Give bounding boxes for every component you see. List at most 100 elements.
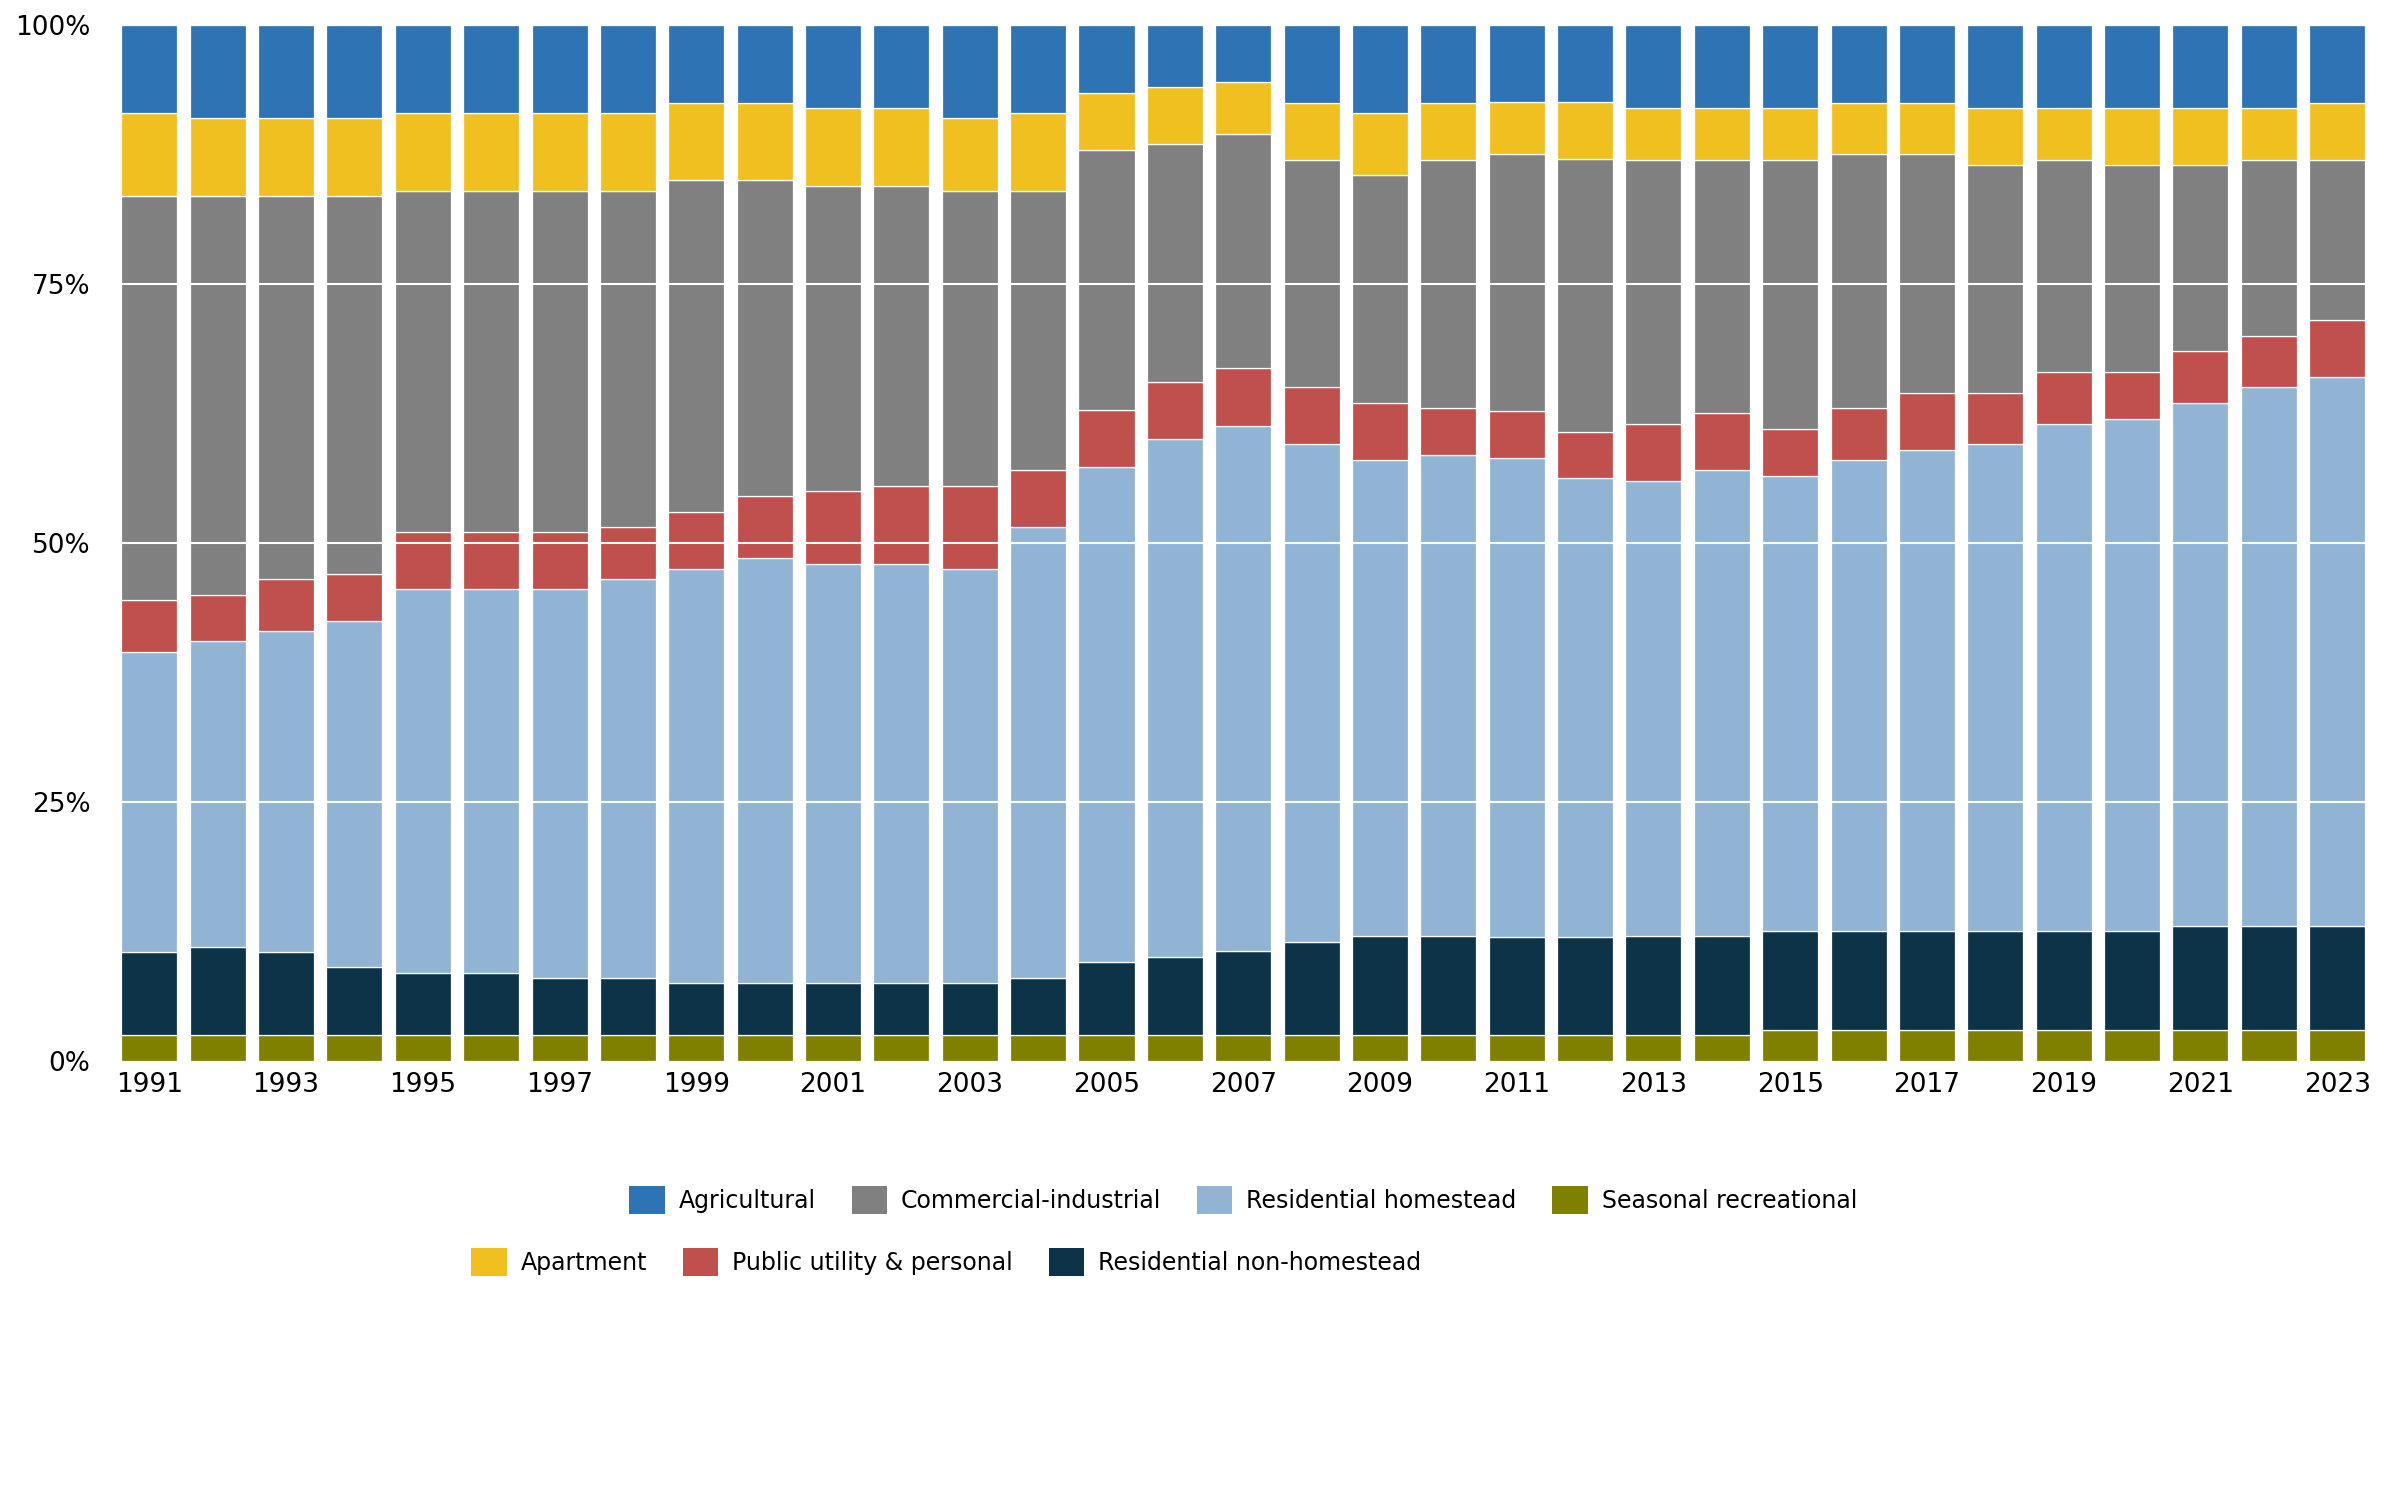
Bar (1351, 936, 1409, 1035)
Bar (259, 196, 314, 579)
Bar (1078, 26, 1135, 93)
Bar (2309, 320, 2364, 376)
Bar (1831, 1029, 1886, 1060)
Bar (941, 982, 998, 1035)
Bar (1488, 411, 1546, 458)
Bar (122, 196, 178, 600)
Bar (2035, 159, 2093, 372)
Bar (1351, 112, 1409, 176)
Bar (941, 26, 998, 118)
Bar (1831, 26, 1886, 102)
Bar (1214, 82, 1272, 135)
Bar (874, 486, 929, 564)
Bar (2309, 376, 2364, 926)
Bar (394, 972, 451, 1035)
Bar (1214, 1035, 1272, 1060)
Bar (667, 982, 725, 1035)
Bar (600, 112, 655, 190)
Bar (190, 26, 245, 118)
Bar (804, 490, 862, 564)
Bar (1898, 102, 1956, 154)
Bar (259, 1035, 314, 1060)
Bar (326, 968, 382, 1035)
Bar (394, 532, 451, 590)
Bar (1625, 423, 1682, 480)
Bar (941, 190, 998, 486)
Bar (600, 978, 655, 1035)
Bar (1558, 26, 1613, 102)
Bar (1625, 159, 1682, 423)
Bar (1968, 1029, 2023, 1060)
Bar (530, 532, 588, 590)
Bar (1968, 444, 2023, 932)
Bar (259, 632, 314, 952)
Bar (874, 26, 929, 108)
Bar (259, 26, 314, 118)
Bar (874, 564, 929, 982)
Bar (1558, 102, 1613, 159)
Bar (326, 621, 382, 968)
Bar (1010, 978, 1066, 1035)
Bar (600, 528, 655, 579)
Bar (2035, 372, 2093, 423)
Bar (530, 590, 588, 978)
Bar (530, 190, 588, 532)
Bar (667, 102, 725, 180)
Bar (600, 26, 655, 112)
Bar (600, 1035, 655, 1060)
Bar (1694, 414, 1750, 471)
Bar (1488, 938, 1546, 1035)
Bar (1421, 936, 1476, 1035)
Bar (2172, 351, 2230, 404)
Bar (1831, 460, 1886, 932)
Bar (326, 118, 382, 196)
Bar (600, 579, 655, 978)
Bar (2105, 419, 2160, 932)
Bar (1147, 957, 1202, 1035)
Bar (1625, 480, 1682, 936)
Bar (1625, 26, 1682, 108)
Bar (1078, 410, 1135, 468)
Bar (1558, 478, 1613, 938)
Bar (1214, 26, 1272, 82)
Bar (122, 26, 178, 112)
Bar (190, 594, 245, 640)
Bar (2172, 926, 2230, 1029)
Bar (2105, 26, 2160, 108)
Bar (804, 108, 862, 186)
Bar (2309, 159, 2364, 320)
Bar (874, 982, 929, 1035)
Bar (2242, 1029, 2297, 1060)
Bar (1898, 1029, 1956, 1060)
Bar (1762, 26, 1819, 108)
Bar (600, 190, 655, 528)
Bar (2172, 108, 2230, 165)
Bar (804, 564, 862, 982)
Bar (1010, 1035, 1066, 1060)
Bar (1968, 108, 2023, 165)
Bar (1284, 1035, 1339, 1060)
Bar (1488, 458, 1546, 938)
Bar (2035, 932, 2093, 1029)
Bar (1421, 1035, 1476, 1060)
Bar (1078, 468, 1135, 962)
Bar (2242, 26, 2297, 108)
Bar (1762, 159, 1819, 429)
Bar (2242, 926, 2297, 1029)
Bar (1625, 936, 1682, 1035)
Bar (1214, 951, 1272, 1035)
Bar (1284, 444, 1339, 942)
Bar (394, 1035, 451, 1060)
Bar (463, 112, 518, 190)
Bar (1010, 528, 1066, 978)
Bar (122, 1035, 178, 1060)
Bar (1898, 450, 1956, 932)
Bar (874, 108, 929, 186)
Bar (1898, 26, 1956, 102)
Bar (326, 26, 382, 118)
Bar (667, 1035, 725, 1060)
Bar (737, 1035, 792, 1060)
Bar (190, 1035, 245, 1060)
Bar (804, 1035, 862, 1060)
Bar (1010, 26, 1066, 112)
